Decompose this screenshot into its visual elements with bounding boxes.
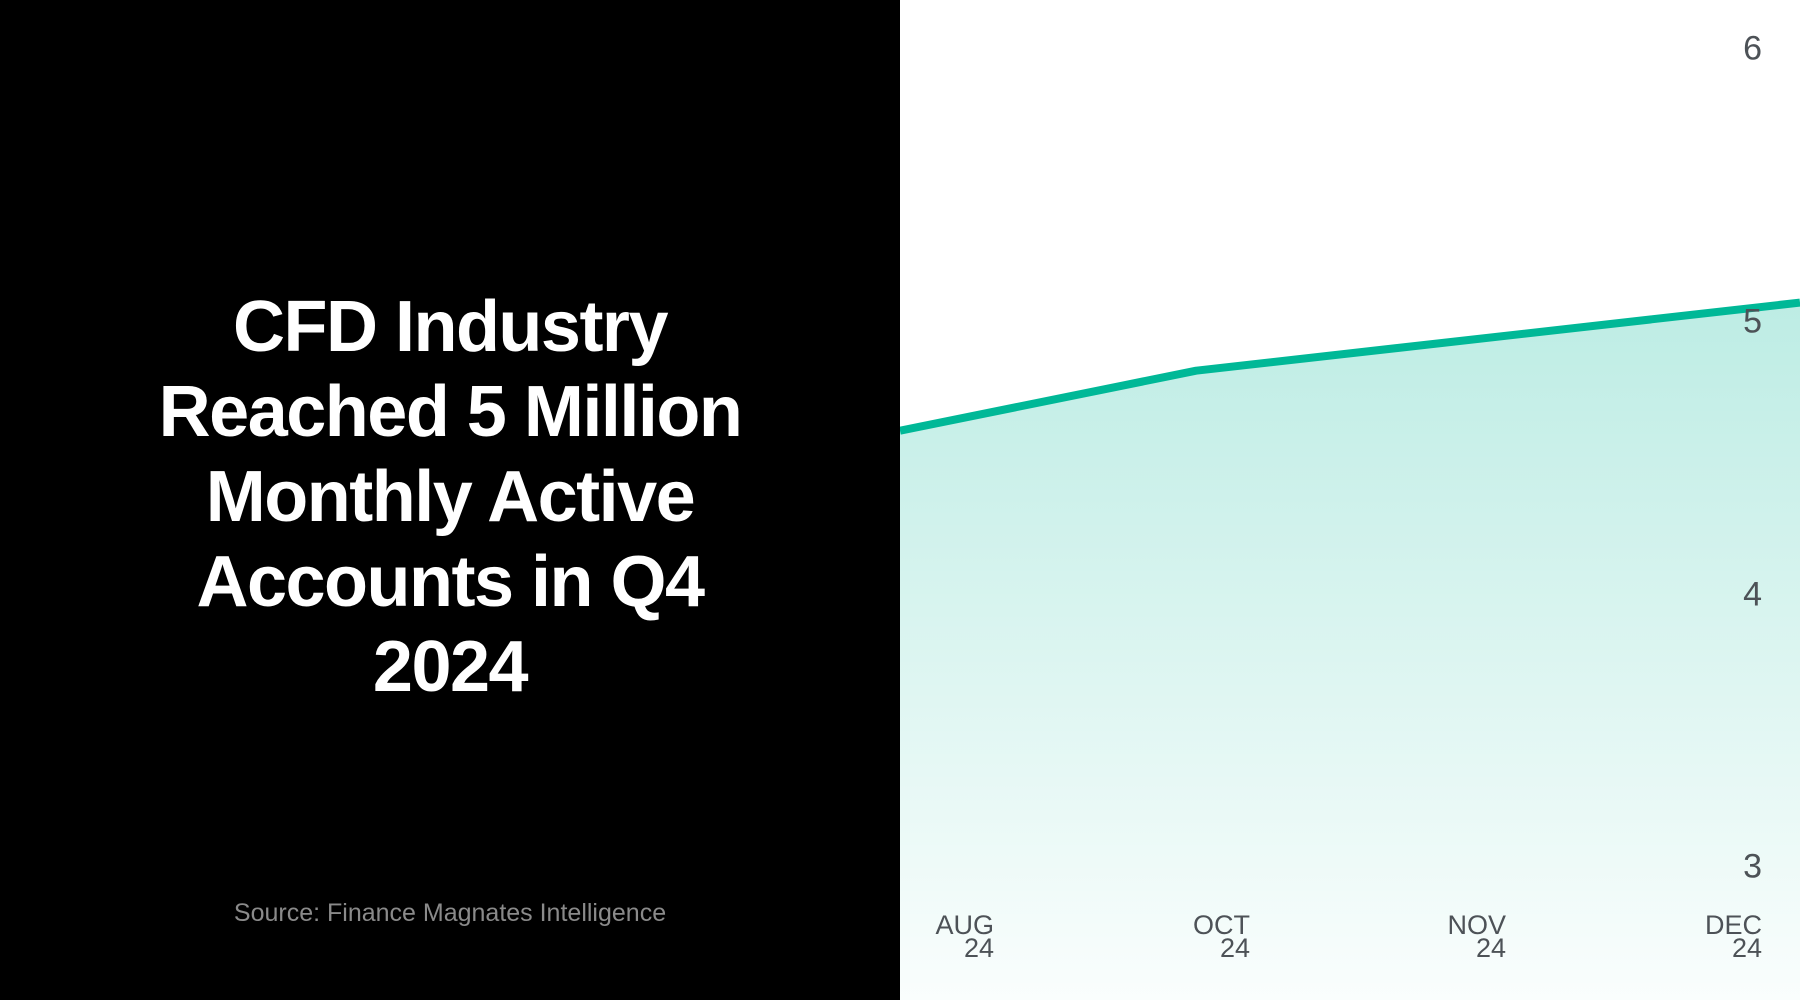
- y-axis-tick-5: 5: [1743, 302, 1762, 341]
- x-axis-tick-oct: OCT 24: [1193, 910, 1250, 963]
- y-axis-tick-3: 3: [1743, 847, 1762, 886]
- trend-line: [900, 298, 1800, 435]
- page-title: CFD Industry Reached 5 Million Monthly A…: [158, 286, 743, 707]
- y-axis-tick-4: 4: [1743, 575, 1762, 614]
- area-chart-canvas: [900, 298, 1800, 1000]
- x-axis-tick-nov: NOV 24: [1447, 910, 1506, 963]
- title-panel: CFD Industry Reached 5 Million Monthly A…: [0, 0, 900, 1000]
- area-chart: 6 5 4 3 AUG 24 OCT 24 NOV 24 DEC 24: [900, 0, 1800, 1000]
- x-axis-tick-aug: AUG 24: [935, 910, 994, 963]
- y-axis-tick-6: 6: [1743, 29, 1762, 68]
- area-fill: [900, 302, 1800, 1000]
- x-axis-tick-dec: DEC 24: [1704, 910, 1762, 963]
- source-credit: Source: Finance Magnates Intelligence: [233, 899, 667, 927]
